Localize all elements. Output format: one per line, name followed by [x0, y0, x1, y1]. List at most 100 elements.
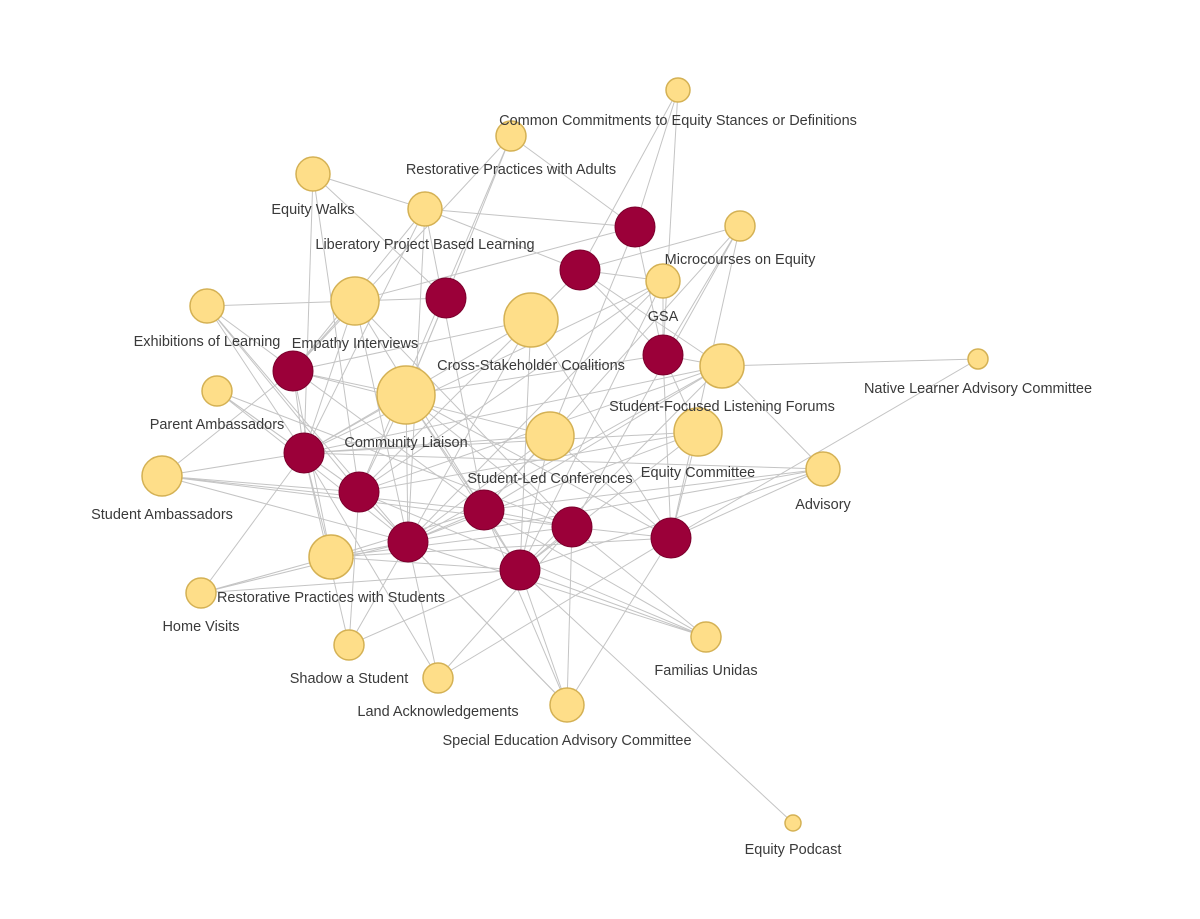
practice-node-eol[interactable] — [189, 288, 225, 324]
practice-node-slc[interactable] — [525, 411, 575, 461]
hub-node[interactable] — [283, 432, 325, 474]
hub-node[interactable] — [551, 506, 593, 548]
graph-edge — [530, 319, 672, 539]
graph-edge — [571, 526, 707, 638]
node-label: Equity Committee — [641, 465, 755, 481]
graph-edge — [445, 135, 512, 299]
practice-node-pa[interactable] — [201, 375, 233, 407]
graph-edge — [483, 509, 568, 706]
graph-edge — [662, 89, 679, 356]
graph-edge — [721, 365, 824, 470]
node-label: GSA — [648, 309, 679, 325]
label-layer: Common Commitments to Equity Stances or … — [91, 113, 1092, 858]
node-label: Restorative Practices with Adults — [406, 162, 616, 178]
practice-node-rps[interactable] — [308, 534, 354, 580]
practice-node-moe[interactable] — [724, 210, 756, 242]
graph-edge — [358, 280, 664, 493]
hub-node[interactable] — [650, 517, 692, 559]
hub-node[interactable] — [387, 521, 429, 563]
node-label: Liberatory Project Based Learning — [315, 237, 534, 253]
hub-node[interactable] — [614, 206, 656, 248]
practice-node-nlac[interactable] — [967, 348, 989, 370]
hub-node[interactable] — [642, 334, 684, 376]
graph-edge — [354, 300, 409, 543]
graph-edge — [161, 370, 294, 477]
graph-edge — [292, 135, 512, 372]
graph-edge — [510, 135, 636, 228]
graph-edge — [348, 491, 360, 646]
practice-node-fu[interactable] — [690, 621, 722, 653]
node-label: Community Liaison — [344, 435, 467, 451]
graph-edge — [424, 208, 485, 511]
graph-edge — [483, 468, 824, 511]
hub-node[interactable] — [559, 249, 601, 291]
graph-edge — [662, 354, 672, 539]
graph-edge — [161, 475, 485, 511]
graph-edge — [407, 431, 699, 543]
node-label: Student-Led Conferences — [467, 471, 632, 487]
graph-edge — [405, 394, 573, 528]
practice-node-ec[interactable] — [673, 407, 723, 457]
practice-node-sflf[interactable] — [699, 343, 745, 389]
node-label: Empathy Interviews — [292, 336, 419, 352]
practice-node-rpa[interactable] — [495, 120, 527, 152]
node-label: Advisory — [795, 497, 851, 513]
hub-node[interactable] — [272, 350, 314, 392]
graph-edge — [405, 394, 672, 539]
graph-edge — [330, 537, 672, 558]
practice-node-ei[interactable] — [330, 276, 380, 326]
graph-edge — [292, 319, 532, 372]
graph-edge — [519, 569, 794, 824]
practice-node-sa[interactable] — [141, 455, 183, 497]
graph-edge — [206, 305, 305, 454]
graph-edge — [206, 305, 360, 493]
hub-node[interactable] — [425, 277, 467, 319]
node-label: Common Commitments to Equity Stances or … — [499, 113, 857, 129]
graph-edge — [216, 390, 573, 528]
graph-edge — [721, 358, 979, 367]
graph-edge — [303, 452, 439, 679]
node-label: Special Education Advisory Committee — [442, 733, 691, 749]
graph-edge — [483, 509, 707, 638]
graph-edge — [519, 569, 568, 706]
practice-node-la[interactable] — [422, 662, 454, 694]
practice-node-ccesd[interactable] — [665, 77, 691, 103]
practice-node-gsa[interactable] — [645, 263, 681, 299]
node-label: Home Visits — [162, 619, 239, 635]
practice-node-csc[interactable] — [503, 292, 559, 348]
graph-edge — [662, 225, 741, 356]
graph-edge — [303, 435, 551, 454]
graph-edge — [407, 541, 707, 638]
practice-node-hv[interactable] — [185, 577, 217, 609]
graph-edge — [571, 225, 741, 528]
graph-edge — [303, 173, 314, 454]
practice-node-ew[interactable] — [295, 156, 331, 192]
practice-node-cl[interactable] — [376, 365, 436, 425]
practice-node-lpbl[interactable] — [407, 191, 443, 227]
node-label: Student-Focused Listening Forums — [609, 399, 835, 415]
graph-edge — [424, 208, 636, 228]
graph-edge — [407, 468, 824, 543]
graph-edge — [437, 537, 672, 679]
graph-edge — [424, 208, 581, 271]
practice-node-ep[interactable] — [784, 814, 802, 832]
graph-edge — [303, 208, 426, 454]
graph-edge — [405, 354, 664, 396]
practice-node-adv[interactable] — [805, 451, 841, 487]
hub-node[interactable] — [463, 489, 505, 531]
practice-node-seac[interactable] — [549, 687, 585, 723]
node-label: Restorative Practices with Students — [217, 590, 445, 606]
graph-edge — [579, 269, 723, 367]
graph-edge — [200, 569, 521, 594]
hub-node[interactable] — [499, 549, 541, 591]
node-label: Shadow a Student — [290, 671, 409, 687]
graph-edge — [407, 435, 551, 543]
graph-edge — [303, 431, 699, 454]
graph-edge — [579, 225, 741, 271]
graph-edge — [407, 319, 532, 543]
practice-node-sas[interactable] — [333, 629, 365, 661]
node-label: Microcourses on Equity — [665, 252, 816, 268]
hub-node[interactable] — [338, 471, 380, 513]
node-label: Exhibitions of Learning — [134, 334, 281, 350]
